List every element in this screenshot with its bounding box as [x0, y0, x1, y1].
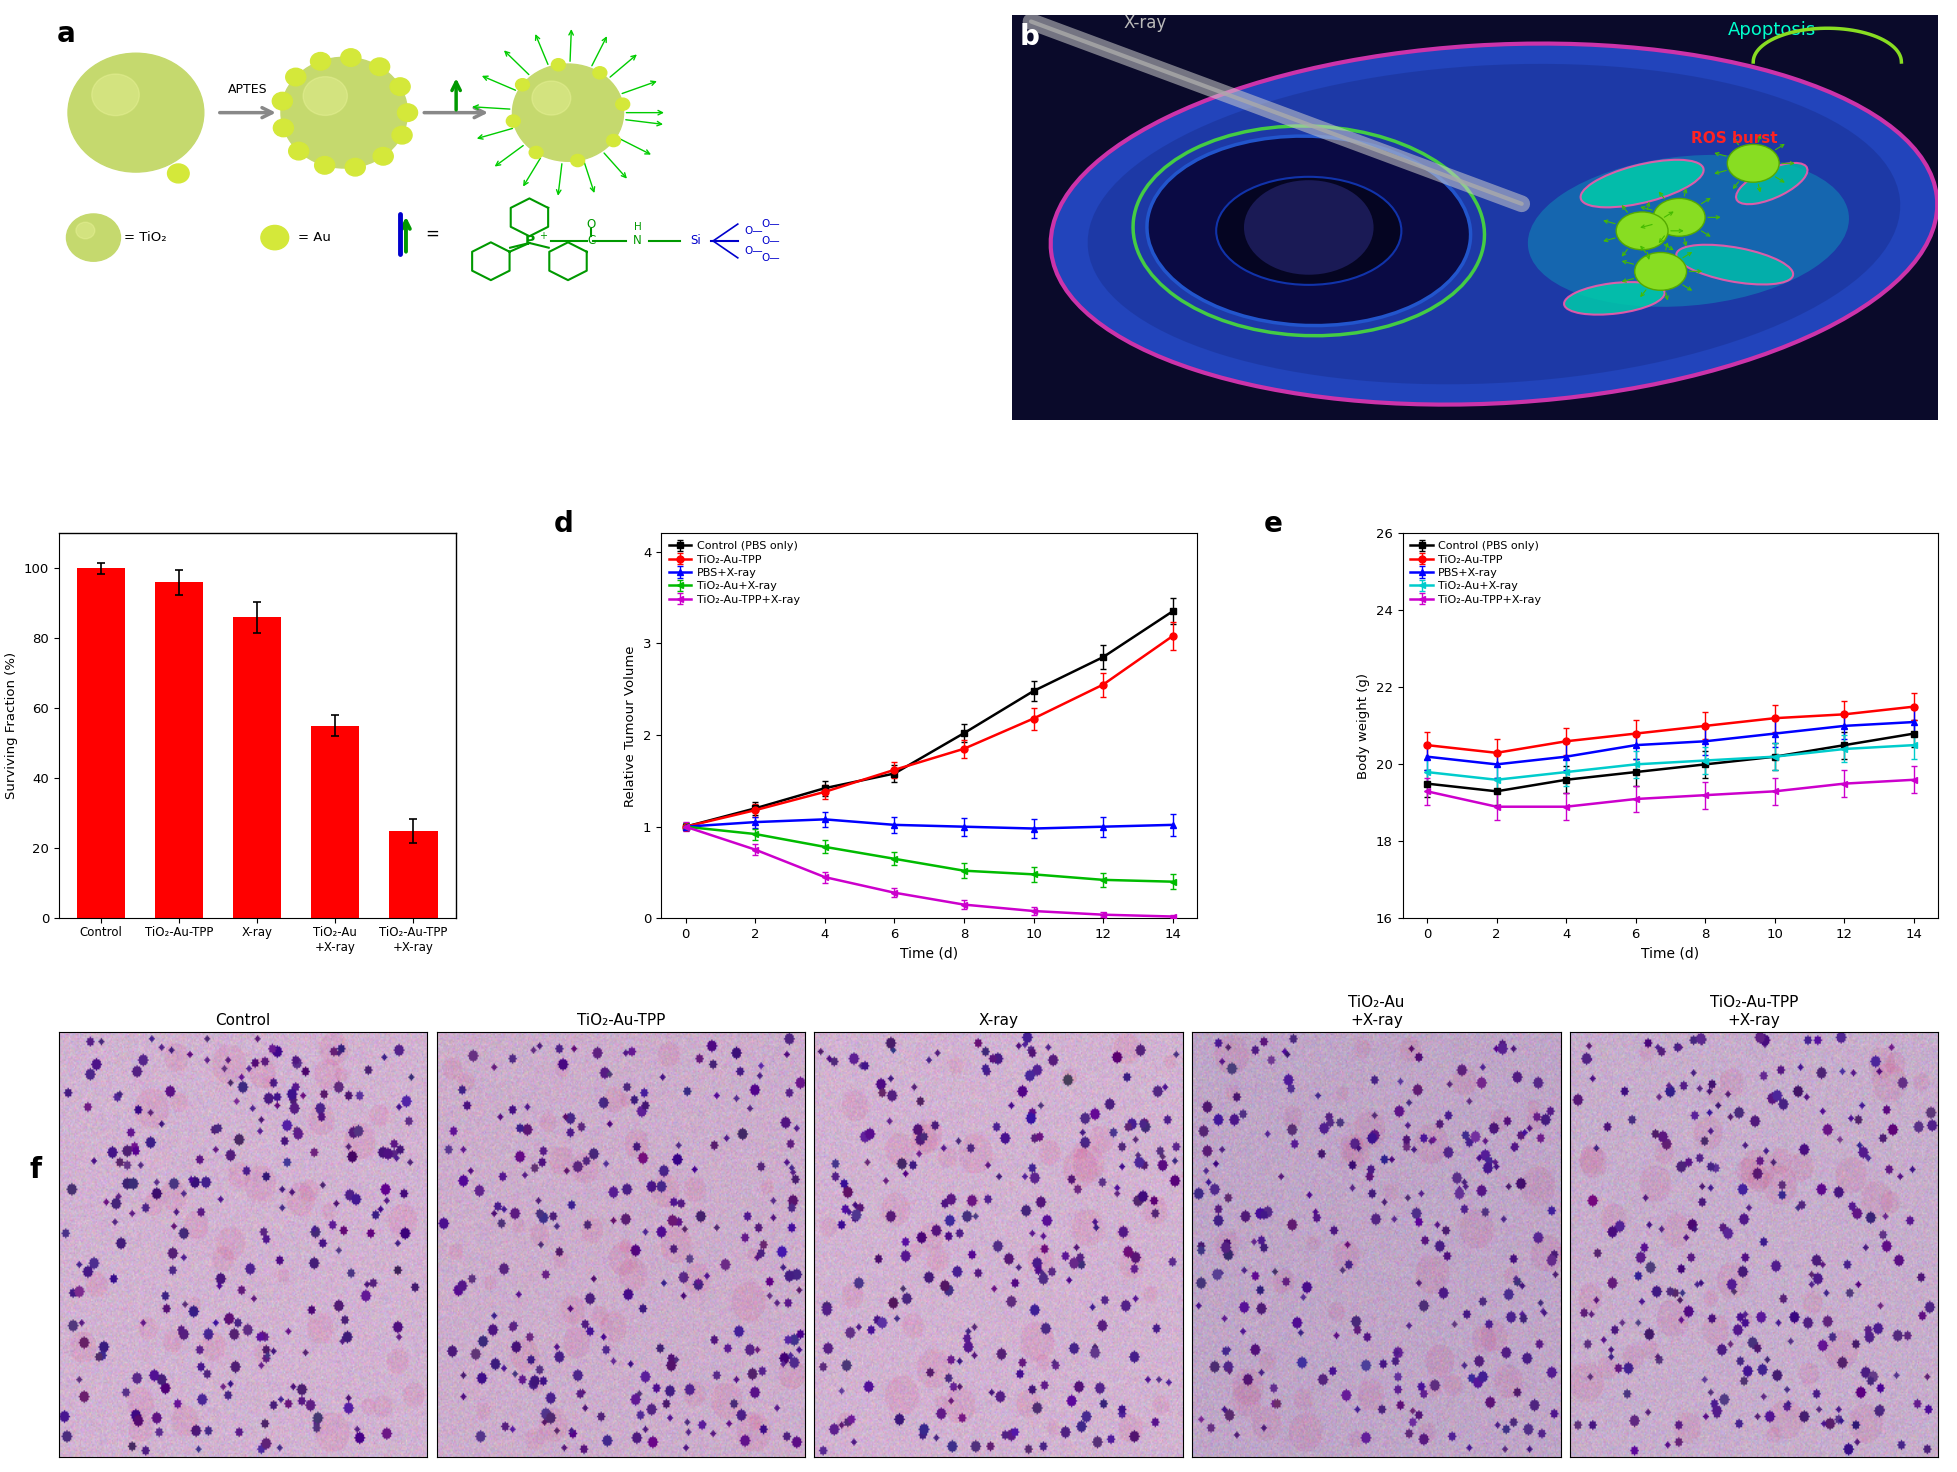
Legend: Control (PBS only), TiO₂-Au-TPP, PBS+X-ray, TiO₂-Au+X-ray, TiO₂-Au-TPP+X-ray: Control (PBS only), TiO₂-Au-TPP, PBS+X-r… — [1407, 539, 1542, 606]
Circle shape — [1652, 199, 1705, 236]
Circle shape — [280, 57, 407, 168]
Circle shape — [286, 68, 305, 85]
Text: O: O — [587, 218, 595, 231]
Text: X-ray: X-ray — [1123, 15, 1166, 32]
Text: a: a — [57, 21, 74, 49]
Text: +: + — [538, 231, 548, 241]
Ellipse shape — [1564, 283, 1663, 315]
Circle shape — [341, 49, 360, 66]
Ellipse shape — [1675, 244, 1793, 284]
Ellipse shape — [1147, 135, 1470, 325]
Circle shape — [507, 115, 521, 127]
Text: C: C — [587, 234, 595, 247]
X-axis label: Time (d): Time (d) — [900, 946, 957, 961]
Text: O—: O— — [744, 246, 761, 256]
Text: N: N — [632, 234, 642, 247]
Circle shape — [76, 222, 94, 238]
Ellipse shape — [1051, 44, 1935, 405]
Circle shape — [274, 119, 294, 137]
Ellipse shape — [1526, 155, 1847, 306]
Circle shape — [515, 78, 528, 91]
Circle shape — [532, 81, 571, 115]
Circle shape — [67, 213, 121, 261]
Circle shape — [315, 156, 335, 174]
Circle shape — [552, 59, 566, 71]
Circle shape — [344, 159, 366, 177]
Legend: Control (PBS only), TiO₂-Au-TPP, PBS+X-ray, TiO₂-Au+X-ray, TiO₂-Au-TPP+X-ray: Control (PBS only), TiO₂-Au-TPP, PBS+X-r… — [667, 539, 802, 606]
Text: Si: Si — [689, 234, 701, 247]
Circle shape — [569, 155, 585, 166]
Circle shape — [68, 53, 204, 172]
Circle shape — [168, 163, 190, 183]
Text: ROS burst: ROS burst — [1691, 131, 1777, 146]
Text: =: = — [425, 225, 438, 243]
Text: f: f — [29, 1156, 41, 1183]
Text: e: e — [1262, 511, 1282, 539]
Title: TiO₂-Au-TPP
+X-ray: TiO₂-Au-TPP +X-ray — [1708, 995, 1797, 1027]
Circle shape — [593, 66, 607, 79]
Text: O—: O— — [761, 219, 779, 230]
Text: H: H — [634, 222, 642, 233]
Text: d: d — [554, 511, 573, 539]
Bar — [389, 830, 436, 919]
Circle shape — [1634, 252, 1685, 290]
Title: TiO₂-Au-TPP: TiO₂-Au-TPP — [575, 1013, 665, 1027]
Ellipse shape — [1736, 163, 1806, 205]
Title: Control: Control — [215, 1013, 270, 1027]
Circle shape — [303, 77, 346, 115]
Text: = Au: = Au — [297, 231, 331, 244]
Bar — [311, 726, 360, 919]
Circle shape — [311, 53, 331, 71]
Y-axis label: Body weight (g): Body weight (g) — [1356, 673, 1370, 779]
Text: O—: O— — [761, 253, 779, 263]
Text: Apoptosis: Apoptosis — [1726, 21, 1814, 38]
Bar — [233, 617, 282, 919]
Circle shape — [1726, 144, 1779, 183]
Circle shape — [272, 93, 292, 110]
Y-axis label: Surviving Fraction (%): Surviving Fraction (%) — [6, 652, 18, 799]
Circle shape — [397, 105, 417, 121]
Y-axis label: Relative Tumour Volume: Relative Tumour Volume — [624, 645, 638, 807]
Circle shape — [370, 57, 389, 75]
Ellipse shape — [1215, 177, 1401, 286]
Circle shape — [288, 143, 309, 160]
Ellipse shape — [1086, 63, 1900, 384]
Circle shape — [92, 74, 139, 116]
Title: X-ray: X-ray — [978, 1013, 1018, 1027]
Title: TiO₂-Au
+X-ray: TiO₂-Au +X-ray — [1348, 995, 1403, 1027]
Circle shape — [374, 147, 393, 165]
Circle shape — [528, 146, 542, 159]
Circle shape — [1243, 180, 1374, 275]
Text: O—: O— — [744, 225, 761, 236]
Circle shape — [260, 225, 288, 250]
Bar — [76, 568, 125, 919]
Text: P: P — [524, 234, 534, 247]
Circle shape — [607, 134, 620, 147]
X-axis label: Time (d): Time (d) — [1640, 946, 1699, 961]
Text: b: b — [1020, 24, 1039, 52]
Text: APTES: APTES — [227, 82, 268, 96]
Ellipse shape — [1579, 160, 1703, 208]
Circle shape — [1615, 212, 1667, 250]
Bar — [155, 583, 204, 919]
Text: O—: O— — [761, 236, 779, 246]
Circle shape — [513, 63, 622, 162]
Circle shape — [389, 78, 409, 96]
Circle shape — [614, 99, 630, 110]
Circle shape — [391, 127, 411, 144]
Text: = TiO₂: = TiO₂ — [123, 231, 166, 244]
